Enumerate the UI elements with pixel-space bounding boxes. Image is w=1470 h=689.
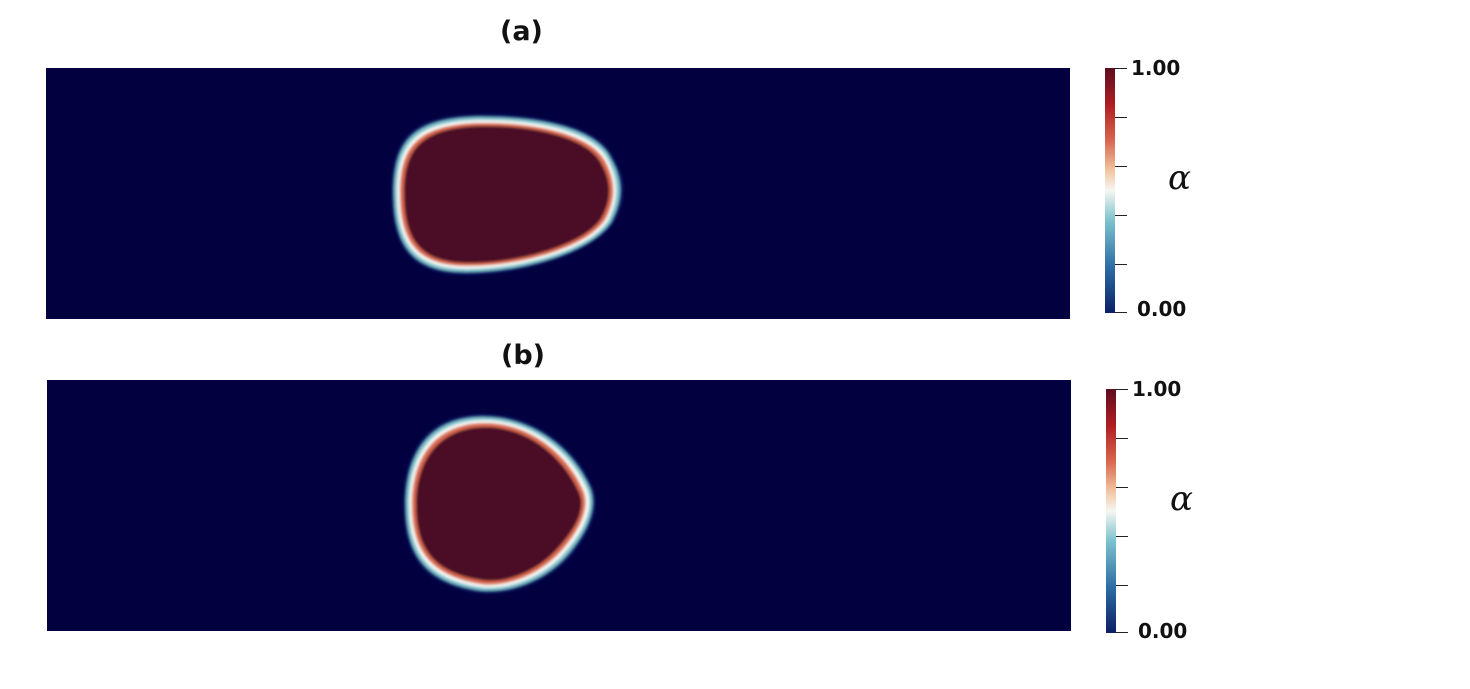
panel-label-a: (a) — [500, 16, 543, 47]
colorbar-tick — [1116, 585, 1128, 586]
colorbar-tick — [1115, 166, 1127, 167]
colorbar-tick — [1116, 389, 1128, 390]
colorbar-min-label: 0.00 — [1138, 619, 1187, 643]
colorbar-a — [1105, 68, 1115, 313]
colorbar-max-label: 1.00 — [1132, 377, 1181, 401]
colorbar-tick — [1115, 312, 1127, 313]
colorbar-tick — [1116, 632, 1128, 633]
droplet-a — [391, 114, 624, 275]
colorbar-min-label: 0.00 — [1137, 297, 1186, 321]
volume-fraction-field-b — [47, 380, 1071, 631]
colorbar-max-label: 1.00 — [1131, 56, 1180, 80]
colorbar-tick — [1116, 536, 1128, 537]
colorbar-tick — [1115, 117, 1127, 118]
colorbar-tick — [1116, 487, 1128, 488]
droplet-b — [403, 414, 596, 594]
colorbar-tick — [1115, 264, 1127, 265]
colorbar-tick — [1116, 438, 1128, 439]
panel-label-b: (b) — [501, 340, 545, 371]
volume-fraction-field-a — [46, 68, 1070, 319]
colorbar-b — [1106, 389, 1116, 633]
colorbar-tick — [1115, 215, 1127, 216]
colorbar-variable-label: α — [1168, 158, 1191, 198]
colorbar-variable-label: α — [1170, 479, 1193, 519]
colorbar-tick — [1115, 68, 1127, 69]
